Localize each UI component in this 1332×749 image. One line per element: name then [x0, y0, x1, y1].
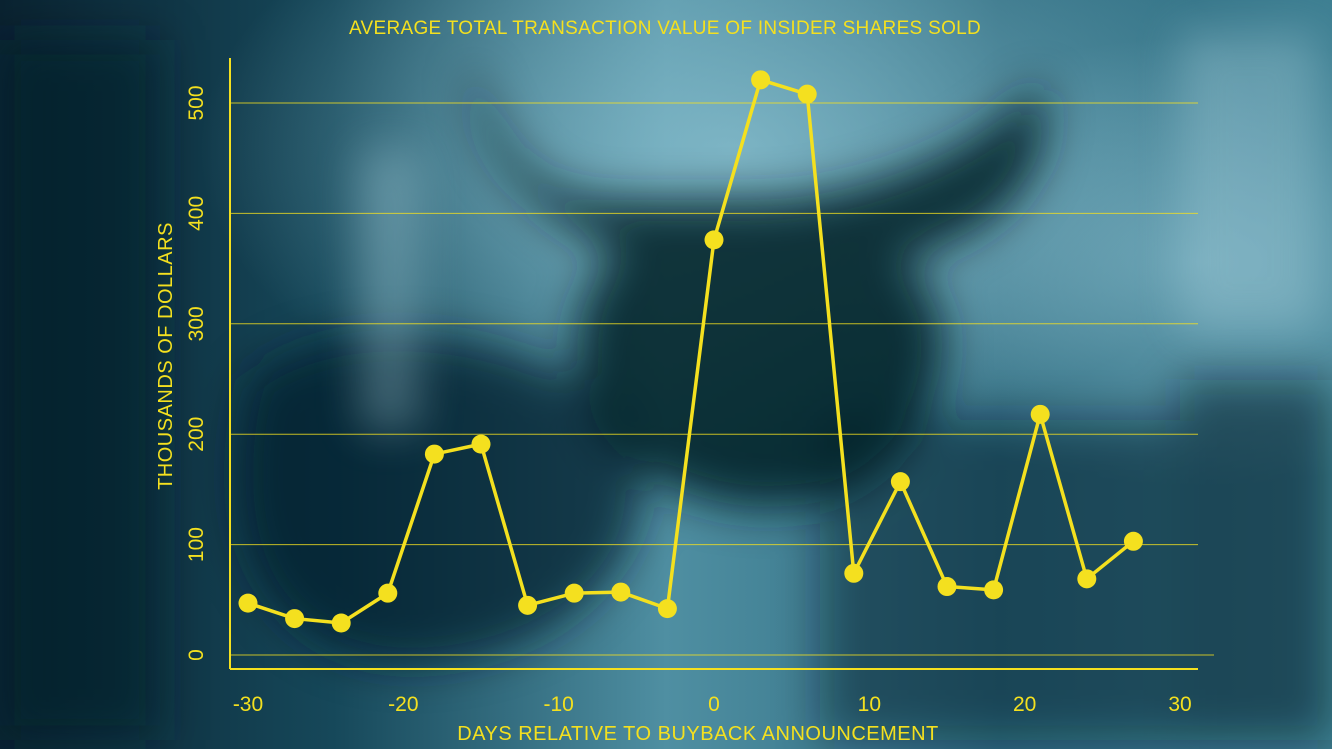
data-point [1030, 404, 1050, 424]
data-point [424, 444, 444, 464]
x-tick-label: -30 [233, 693, 263, 716]
y-axis-label: THOUSANDS OF DOLLARS [155, 222, 177, 490]
data-point [704, 230, 724, 250]
data-point [890, 472, 910, 492]
x-tick-label: 10 [858, 693, 881, 716]
data-point [518, 595, 538, 615]
data-point [937, 577, 957, 597]
x-tick-label: 0 [708, 693, 720, 716]
data-point [564, 583, 584, 603]
series-line [247, 78, 1135, 625]
data-point [1077, 569, 1097, 589]
y-tick-label: 200 [185, 417, 208, 452]
x-tick-label: 20 [1013, 693, 1036, 716]
data-point [238, 593, 258, 613]
data-point [1123, 531, 1143, 551]
data-point [611, 582, 631, 602]
data-point [797, 84, 817, 104]
data-point [378, 583, 398, 603]
data-point [844, 563, 864, 583]
x-tick-labels: -30 -20 -10 0 10 20 30 [233, 693, 1192, 716]
data-points [238, 70, 1143, 633]
y-tick-label: 400 [185, 196, 208, 231]
data-point [471, 434, 491, 454]
y-tick-label: 300 [185, 306, 208, 341]
y-tick-label: 0 [185, 649, 208, 661]
chart-title: AVERAGE TOTAL TRANSACTION VALUE OF INSID… [349, 18, 981, 39]
data-point [751, 70, 771, 90]
data-point [984, 580, 1004, 600]
gridlines [230, 102, 1214, 656]
y-tick-label: 500 [185, 85, 208, 120]
x-tick-label: -20 [388, 693, 418, 716]
data-point [331, 613, 351, 633]
y-tick-labels: 0 100 200 300 400 500 [185, 85, 208, 660]
x-axis-label: DAYS RELATIVE TO BUYBACK ANNOUNCEMENT [457, 723, 939, 745]
x-tick-label: 30 [1168, 693, 1191, 716]
data-point [285, 609, 305, 629]
data-point [657, 599, 677, 619]
y-tick-label: 100 [185, 527, 208, 562]
x-tick-label: -10 [543, 693, 573, 716]
